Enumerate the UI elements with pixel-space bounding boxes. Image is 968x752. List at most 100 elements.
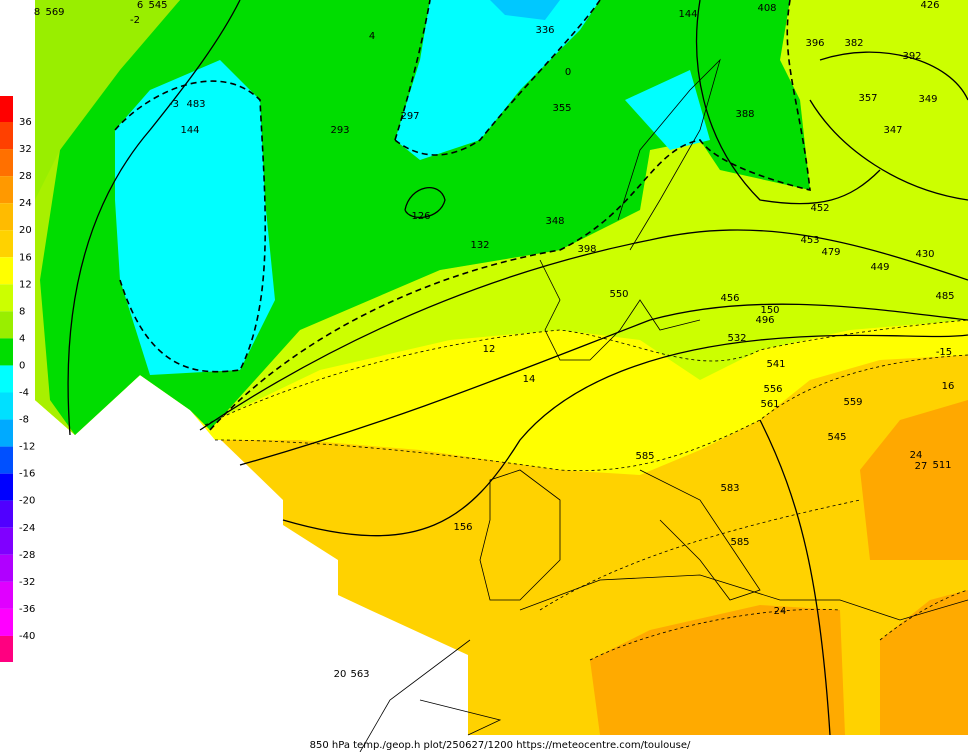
colorbar-band xyxy=(0,527,13,555)
map-label: 24 xyxy=(774,606,787,617)
map-label: 144 xyxy=(180,125,199,136)
colorbar-label: 0 xyxy=(19,360,25,371)
map-label: 556 xyxy=(763,384,782,395)
map-label: 27 xyxy=(915,461,928,472)
colorbar-band xyxy=(0,635,13,662)
colorbar-band xyxy=(0,96,13,122)
isoheight xyxy=(809,51,968,201)
colorbar-band xyxy=(0,419,13,447)
map-label: 483 xyxy=(186,99,205,110)
map-label: 156 xyxy=(453,522,472,533)
map-label: 20 xyxy=(334,669,347,680)
map-label: 144 xyxy=(678,9,697,20)
colorbar-band xyxy=(0,554,13,582)
colorbar-label: -28 xyxy=(19,550,35,561)
map-label: 293 xyxy=(330,125,349,136)
colorbar-label: -16 xyxy=(19,469,35,480)
isotherm xyxy=(394,0,601,156)
colorbar-label: 12 xyxy=(19,279,32,290)
map-label: 569 xyxy=(45,7,64,18)
map-label: 561 xyxy=(760,399,779,410)
map-label: 583 xyxy=(720,483,739,494)
isoheight xyxy=(759,419,831,736)
map-label: 408 xyxy=(757,3,776,14)
colorbar-label: -24 xyxy=(19,523,35,534)
coastlines xyxy=(359,58,968,752)
map-label: 559 xyxy=(843,397,862,408)
map-label: 398 xyxy=(577,244,596,255)
map-label: 485 xyxy=(935,291,954,302)
colorbar-label: 28 xyxy=(19,171,32,182)
map-label: 452 xyxy=(810,203,829,214)
colorbar-band xyxy=(0,122,13,150)
map-label: 348 xyxy=(545,216,564,227)
colorbar-band xyxy=(0,176,13,204)
map-label: 347 xyxy=(883,125,902,136)
colorbar-band xyxy=(0,257,13,285)
colorbar-label: -32 xyxy=(19,577,35,588)
colorbar-band xyxy=(0,203,13,231)
colorbar-band xyxy=(0,608,13,636)
isotherm xyxy=(209,0,811,431)
isotherm xyxy=(214,354,968,472)
isotherm xyxy=(539,499,861,611)
border xyxy=(359,639,502,752)
map-label: 132 xyxy=(470,240,489,251)
isoheight xyxy=(239,303,968,466)
map-label: 392 xyxy=(902,51,921,62)
field-cyan xyxy=(625,70,710,150)
map-label: 4 xyxy=(369,31,375,42)
map-label: 14 xyxy=(523,374,536,385)
field-cyan xyxy=(490,0,560,20)
map-label: 24 xyxy=(910,450,923,461)
coastline xyxy=(519,574,968,621)
coastline xyxy=(539,259,701,361)
map-label: 8 xyxy=(34,7,40,18)
coastline xyxy=(617,58,721,251)
map-label: 545 xyxy=(148,0,167,11)
map-label: 12 xyxy=(483,344,496,355)
map-label: 511 xyxy=(932,460,951,471)
map-label: 357 xyxy=(858,93,877,104)
colorbar-label: 8 xyxy=(19,306,25,317)
field-orange xyxy=(590,605,845,735)
map-label: -2 xyxy=(130,15,140,26)
contours xyxy=(67,0,968,736)
colorbar-label: -12 xyxy=(19,442,35,453)
map-label: 150 xyxy=(760,305,779,316)
map-label: 563 xyxy=(350,669,369,680)
colorbar-label: 20 xyxy=(19,225,32,236)
map-label: 16 xyxy=(942,381,955,392)
colorbar-band xyxy=(0,338,13,366)
colorbar-label: 4 xyxy=(19,333,25,344)
colorbar-band xyxy=(0,311,13,339)
colorbar-label: -20 xyxy=(19,496,35,507)
map-label: 430 xyxy=(915,249,934,260)
map-label: 541 xyxy=(766,359,785,370)
colorbar-band xyxy=(0,284,13,312)
colorbar-band xyxy=(0,473,13,501)
colorbar-label: -8 xyxy=(19,415,29,426)
isotherm xyxy=(204,319,968,426)
map-label: -15 xyxy=(936,347,952,358)
map-label: 382 xyxy=(844,38,863,49)
map-label: 532 xyxy=(727,333,746,344)
isoheight xyxy=(404,187,446,219)
map-label: 496 xyxy=(755,315,774,326)
isoheight xyxy=(282,334,968,537)
map-label: 550 xyxy=(609,289,628,300)
colorbar-label: -4 xyxy=(19,388,29,399)
colorbar-band xyxy=(0,365,13,393)
map-label: 336 xyxy=(535,25,554,36)
map-label: 396 xyxy=(805,38,824,49)
field-cyan xyxy=(115,60,275,375)
map-label: 0 xyxy=(565,67,571,78)
colorbar-band xyxy=(0,149,13,177)
isotherm xyxy=(589,589,968,661)
coastline xyxy=(639,469,761,601)
field-orange xyxy=(880,590,968,735)
footer: 850 hPa temp./geop.h plot/250627/1200 ht… xyxy=(310,740,691,751)
map-label: 6 xyxy=(137,0,143,11)
isotherm xyxy=(114,80,267,373)
